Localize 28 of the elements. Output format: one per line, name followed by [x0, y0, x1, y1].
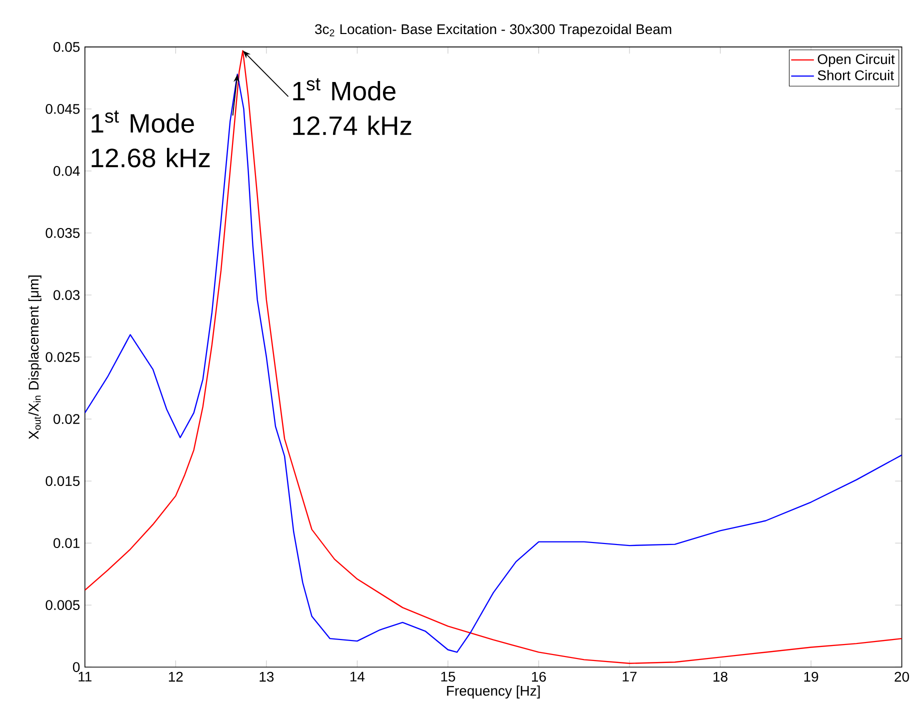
y-axis-title: X$_{out}$/X$_{in}$ Displacement [μm] [28, 276, 42, 440]
x-tick-label: 18 [714, 672, 728, 682]
y-tick-label: 0 [72, 662, 80, 672]
x-tick-label: 13 [260, 672, 274, 682]
x-tick-label: 16 [532, 672, 546, 682]
legend-label: Open Circuit [818, 54, 895, 67]
y-tick-label: 0.02 [54, 414, 80, 424]
y-tick-label: 0.015 [46, 476, 80, 486]
y-tick-label: 0.01 [54, 538, 80, 548]
y-tick-label: 0.03 [54, 290, 80, 300]
annotation: 1$^{st}$ Mode 12.68 kHz [92, 110, 210, 168]
legend-label: Short Circuit [818, 70, 894, 80]
x-tick-label: 14 [350, 672, 365, 682]
y-tick-label: 0.005 [46, 600, 80, 610]
y-tick-label: 0.045 [46, 104, 80, 114]
x-tick-label: 19 [804, 672, 818, 682]
y-tick-label: 0.035 [46, 228, 80, 238]
x-axis-title: Frequency [Hz] [447, 686, 540, 699]
y-tick-label: 0.04 [54, 166, 80, 176]
x-tick-label: 17 [622, 672, 637, 682]
chart-title: 3c$_{2}$ Location- Base Excitation - 30x300 Trapezoidal Beam [315, 24, 672, 37]
x-tick-label: 20 [894, 672, 910, 682]
annotation: 1$^{st}$ Mode 12.74 kHz [293, 78, 412, 135]
y-tick-label: 0.025 [46, 352, 80, 362]
x-tick-label: 11 [78, 672, 92, 682]
y-tick-label: 0.05 [54, 42, 80, 52]
x-tick-label: 12 [168, 672, 183, 682]
x-tick-label: 15 [441, 672, 456, 682]
